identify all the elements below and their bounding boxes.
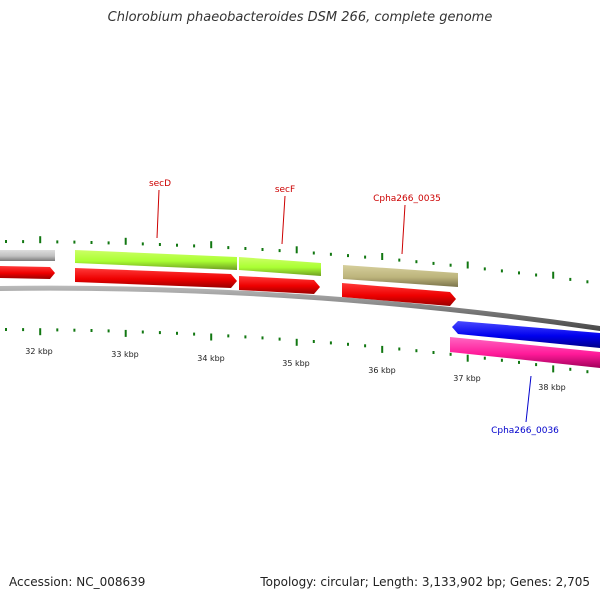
gene-label-Cpha266_0036[interactable]: Cpha266_0036 bbox=[491, 426, 559, 436]
kbp-label: 33 kbp bbox=[111, 350, 139, 359]
kbp-label: 32 kbp bbox=[25, 347, 53, 356]
gene-label-Cpha266_0035[interactable]: Cpha266_0035 bbox=[373, 194, 441, 204]
accession-info: Accession: NC_008639 bbox=[9, 575, 146, 589]
feature-secF-red[interactable] bbox=[239, 276, 320, 294]
feature-Cpha266_0036-blue[interactable] bbox=[452, 321, 600, 348]
feature-red-top-1[interactable] bbox=[0, 266, 55, 279]
leader-secF bbox=[281, 195, 286, 245]
page-title: Chlorobium phaeobacteroides DSM 266, com… bbox=[107, 10, 493, 25]
outer-tick-marks bbox=[5, 236, 589, 284]
feature-secD-red[interactable] bbox=[75, 268, 237, 288]
feature-gray-top[interactable] bbox=[0, 250, 55, 261]
feature-secD-green[interactable] bbox=[75, 250, 237, 270]
feature-Cpha266_0036-pink[interactable] bbox=[450, 337, 600, 368]
leader-secD bbox=[156, 189, 160, 239]
feature-Cpha266_0035-red[interactable] bbox=[342, 283, 456, 306]
gene-label-secF[interactable]: secF bbox=[275, 185, 295, 195]
kbp-label: 38 kbp bbox=[538, 383, 566, 392]
gene-label-secD[interactable]: secD bbox=[149, 179, 171, 189]
inner-tick-marks bbox=[5, 328, 589, 374]
feature-Cpha266_0035-olive[interactable] bbox=[343, 265, 458, 287]
topology-info: Topology: circular; Length: 3,133,902 bp… bbox=[260, 575, 590, 589]
leader-Cpha266_0036 bbox=[525, 375, 532, 423]
leader-Cpha266_0035 bbox=[401, 204, 406, 255]
kbp-label: 37 kbp bbox=[453, 374, 481, 383]
genome-backbone bbox=[0, 285, 600, 331]
kbp-label: 35 kbp bbox=[282, 359, 310, 368]
kbp-label: 34 kbp bbox=[197, 354, 225, 363]
feature-secF-green[interactable] bbox=[239, 257, 321, 276]
kbp-label: 36 kbp bbox=[368, 366, 396, 375]
